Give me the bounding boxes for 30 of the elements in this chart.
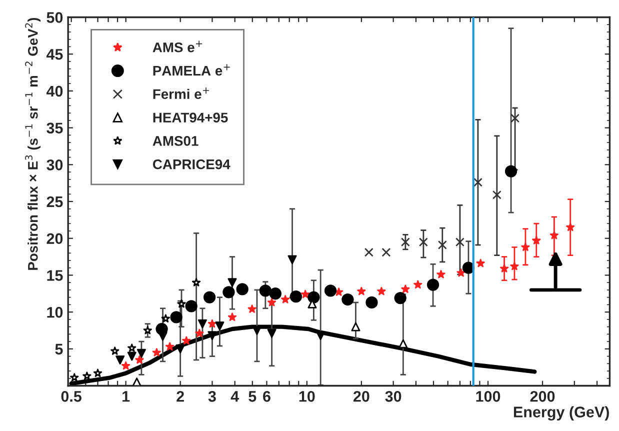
x-tick-label: 100 (476, 391, 500, 402)
x-tick-label: 4 (230, 391, 240, 402)
legend-label: AMS01 (152, 136, 198, 146)
legend-label: HEAT94+95 (153, 112, 228, 123)
x-tick-label: 3 (208, 391, 216, 402)
y-tick-label: 50 (46, 12, 63, 23)
y-tick-label: 40 (46, 86, 63, 97)
x-axis-title: Energy (GeV) (514, 406, 609, 421)
x-tick-label: 1 (122, 391, 130, 402)
x-tick-label: 20 (353, 391, 370, 402)
y-tick-label: 45 (46, 49, 63, 60)
x-tick-label: 5 (248, 391, 256, 402)
x-tick-label: 10 (299, 391, 315, 402)
legend-label: Fermi e$^{+}$ (153, 87, 210, 100)
legend-label: CAPRICE94 (152, 159, 230, 170)
text: Positron flux × E$^{3}$ (s$^{−1}$ sr$^{−1}$ m$^{−2}$ GeV$^{2}$) (25, 18, 41, 270)
y-tick-label: 30 (46, 160, 63, 170)
y-tick-label: 15 (47, 270, 63, 281)
legend-label: AMS e$^{+}$ (152, 40, 202, 52)
y-tick-label: 5 (55, 344, 63, 355)
x-tick-label: 2 (176, 391, 184, 402)
y-tick-label: 25 (46, 196, 63, 208)
x-tick-label: 6 (263, 391, 270, 402)
legend-label: PAMELA e$^{+}$ (153, 64, 230, 76)
x-tick-label: 200 (530, 391, 555, 402)
y-tick-label: 10 (47, 306, 63, 318)
y-tick-label: 20 (46, 233, 63, 244)
y-tick-label: 35 (46, 122, 63, 134)
x-tick-label: 0.5 (61, 391, 82, 402)
x-tick-label: 30 (385, 391, 402, 402)
